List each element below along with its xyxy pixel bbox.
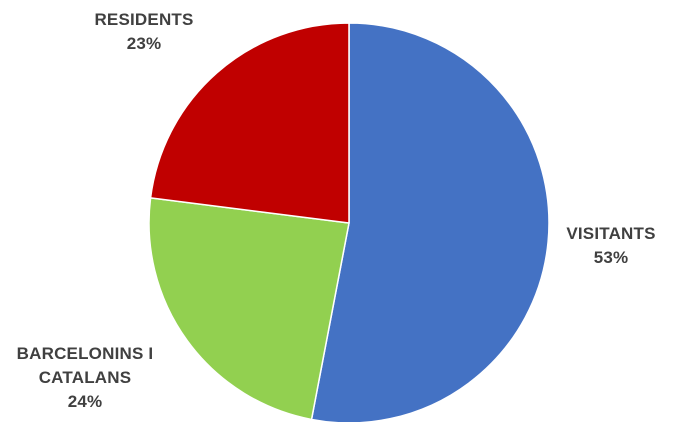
pie-slice-visitants [310, 22, 550, 422]
data-label-barcelonins-pct: 24% [67, 392, 103, 411]
data-label-residents: RESIDENTS 23% [84, 8, 204, 56]
pie-slice-residents [149, 22, 350, 224]
data-label-residents-name: RESIDENTS [94, 10, 194, 29]
data-label-barcelonins-name-line2: CATALANS [38, 368, 132, 387]
data-label-barcelonins-name-line1: BARCELONINS I [16, 344, 154, 363]
pie-slice-barcelonins-i-catalans [148, 197, 350, 421]
data-label-barcelonins: BARCELONINS I CATALANS 24% [0, 342, 170, 414]
data-label-visitants-name: VISITANTS [566, 224, 656, 243]
data-label-visitants-pct: 53% [593, 248, 629, 267]
data-label-visitants: VISITANTS 53% [556, 222, 666, 270]
data-label-residents-pct: 23% [126, 34, 162, 53]
